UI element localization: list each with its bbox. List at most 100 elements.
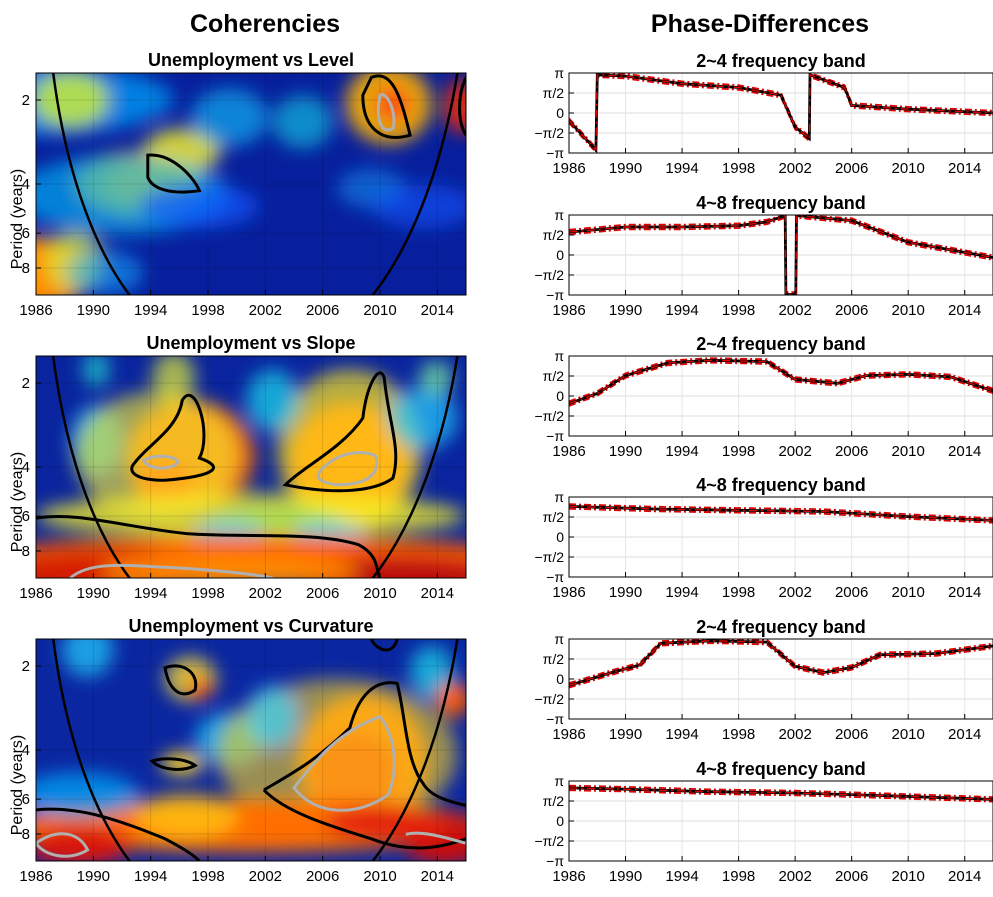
phase-panel-1-y-tick-label: −π/2 — [534, 125, 564, 141]
phase-panel-3-y-tick-label: 0 — [556, 388, 564, 404]
phase-panel-6-x-tick-label: 2010 — [892, 868, 925, 885]
coherency-panel-3-y-tick-label: 2 — [22, 658, 30, 675]
phase-panel-3-x-tick-label: 2010 — [892, 443, 925, 460]
coherency-panel-1-coherence-region — [66, 250, 144, 295]
phase-panel-1-series — [569, 73, 993, 153]
coherency-panel-1-title: Unemployment vs Level — [148, 50, 354, 70]
coherency-panel-3-significance-contour — [163, 664, 198, 696]
coherency-panel-3-x-tick-label: 2006 — [306, 868, 339, 885]
coherency-panel-2-significance-contour — [141, 454, 180, 470]
phase-panel-2-y-tick-label: π — [554, 207, 564, 223]
coherency-panel-2-x-tick-label: 1986 — [19, 585, 52, 602]
phase-panel-1-confidence-band — [569, 75, 993, 153]
phase-panel-5-title: 2~4 frequency band — [696, 617, 866, 637]
phase-panel-1-x-tick-label: 1986 — [552, 160, 585, 177]
phase-panel-6-x-tick-label: 2014 — [948, 868, 981, 885]
phase-panel-4-x-tick-label: 2002 — [778, 584, 811, 601]
coherency-panel-1-x-tick-label: 2010 — [363, 302, 396, 319]
coherency-panel-1-x-tick-label: 1990 — [77, 302, 110, 319]
coherency-panel-1-cone-of-influence-left — [51, 73, 132, 295]
phase-panel-1-x-tick-label: 1994 — [665, 160, 698, 177]
coherency-panel-2-y-tick-label: 4 — [22, 459, 30, 476]
coherency-panel-2-significance-contour — [282, 371, 398, 493]
phase-panel-3-x-tick-label: 1990 — [609, 443, 642, 460]
phase-panel-1-x-tick-label: 2006 — [835, 160, 868, 177]
phase-panel-5-x-tick-label: 2002 — [778, 726, 811, 743]
coherency-panel-3-significance-contour — [405, 831, 466, 845]
coherency-panel-1-coherence-region — [139, 184, 260, 229]
coherencies-column-title: Coherencies — [190, 10, 340, 38]
phase-panel-4-series — [569, 503, 993, 524]
coherency-panel-3-significance-contour — [36, 807, 201, 861]
phase-panel-1-y-tick-label: −π — [546, 145, 564, 161]
phase-panel-1-x-tick-label: 2014 — [948, 160, 981, 177]
phase-panel-6-x-tick-label: 1998 — [722, 868, 755, 885]
coherency-panel-3-coherence-region — [246, 685, 299, 748]
phase-panel-3-phase-line — [569, 358, 993, 405]
phase-panel-5-x-tick-label: 1998 — [722, 726, 755, 743]
phase-panel-6-x-tick-label: 2002 — [778, 868, 811, 885]
coherency-panel-2-cone-of-influence-left — [51, 356, 132, 578]
coherency-panel-1-x-tick-label: 2006 — [306, 302, 339, 319]
coherency-panel-2-cone-of-influence-right — [371, 356, 459, 578]
phase-panel-1-y-tick-label: π — [554, 65, 564, 81]
phase-panel-3-y-tick-label: −π/2 — [534, 408, 564, 424]
phase-panel-5-x-tick-label: 2014 — [948, 726, 981, 743]
phase-panel-5-x-tick-label: 2010 — [892, 726, 925, 743]
coherency-panel-1-coherence-region — [371, 184, 466, 229]
phase-panel-4-y-tick-label: π — [554, 489, 564, 505]
phase-panel-2-x-tick-label: 1990 — [609, 302, 642, 319]
coherency-panel-3-coherence-region — [134, 794, 239, 839]
phase-panel-4-confidence-band — [569, 503, 993, 520]
coherency-panel-3-x-tick-label: 2002 — [249, 868, 282, 885]
phase-panel-1-x-tick-label: 1990 — [609, 160, 642, 177]
coherency-panel-1-coherence-region — [190, 88, 269, 147]
coherency-panel-3-significance-contour — [36, 832, 90, 858]
coherency-panel-2-coherence-region — [246, 369, 299, 432]
coherency-panel-3-significance-contour — [263, 681, 466, 807]
phase-panel-1-x-tick-label: 2010 — [892, 160, 925, 177]
coherency-panel-3-coherence-region — [36, 772, 140, 817]
coherency-panel-1-y-tick-label: 2 — [22, 92, 30, 109]
phase-panel-4-x-tick-label: 1994 — [665, 584, 698, 601]
phase-panel-6-phase-line-overlay — [569, 787, 993, 801]
phase-panel-3-phase-line-overlay — [569, 359, 993, 405]
phase-panel-2-title: 4~8 frequency band — [696, 193, 866, 213]
coherency-panel-2-y-tick-label: 2 — [22, 375, 30, 392]
coherency-panel-2-y-tick-label: 8 — [22, 543, 30, 560]
phase-panel-6-x-tick-label: 1994 — [665, 868, 698, 885]
phase-panel-4-x-tick-label: 2014 — [948, 584, 981, 601]
phase-panel-2-y-tick-label: 0 — [556, 247, 564, 263]
phase-panel-5-confidence-band — [569, 642, 993, 689]
phase-panel-6-y-tick-label: −π — [546, 853, 564, 869]
phase-panel-4-x-tick-label: 1990 — [609, 584, 642, 601]
phase-panel-4-confidence-band — [569, 507, 993, 524]
coherency-panel-3-x-tick-label: 2010 — [363, 868, 396, 885]
coherency-panel-1-y-tick-label: 8 — [22, 260, 30, 277]
coherency-panel-1-x-tick-label: 1994 — [134, 302, 167, 319]
coherency-panel-3-significance-contour — [149, 757, 198, 771]
coherency-panel-1-y-tick-label: 4 — [22, 176, 30, 193]
coherency-panel-3-y-tick-label: 4 — [22, 742, 30, 759]
phase-panel-5-phase-line-overlay — [569, 640, 993, 687]
coherency-panel-1-x-tick-label: 2014 — [421, 302, 454, 319]
coherency-panel-3-x-tick-label: 1998 — [191, 868, 224, 885]
phase-panel-5-x-tick-label: 1986 — [552, 726, 585, 743]
phase-panel-6-x-tick-label: 2006 — [835, 868, 868, 885]
phase-panel-4-y-tick-label: π/2 — [543, 509, 565, 525]
phase-panel-2-x-tick-label: 2006 — [835, 302, 868, 319]
phase-panel-1-phase-line-overlay — [569, 73, 993, 152]
coherency-panel-3-significance-contour — [292, 714, 396, 812]
phase-panel-5-y-tick-label: −π — [546, 711, 564, 727]
phase-panel-2-series — [569, 215, 993, 295]
phase-panel-5-y-tick-label: 0 — [556, 671, 564, 687]
phase-panel-2-confidence-band — [569, 216, 993, 295]
phase-differences-column-title: Phase-Differences — [651, 10, 869, 38]
phase-panel-4-title: 4~8 frequency band — [696, 475, 866, 495]
phase-panel-1-x-tick-label: 2002 — [778, 160, 811, 177]
